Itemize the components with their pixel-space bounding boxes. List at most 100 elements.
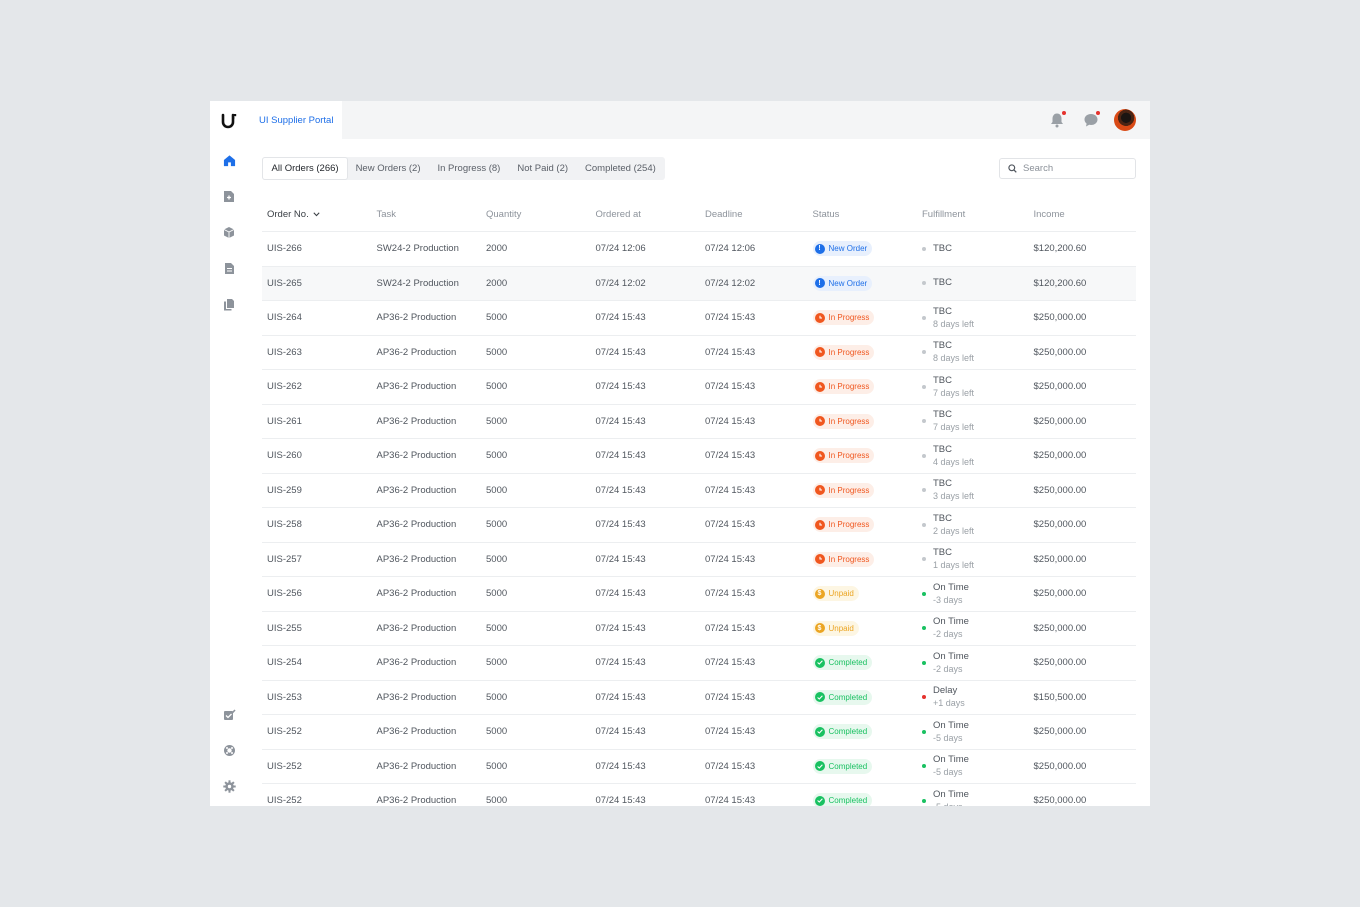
table-row[interactable]: UIS-259 AP36-2 Production 5000 07/24 15:43 0… (262, 474, 1136, 508)
quantity: 5000 (486, 415, 508, 427)
income: $250,000.00 (1033, 381, 1087, 393)
fulfillment-days: 1 days left (933, 560, 975, 571)
deadline: 07/24 15:43 (705, 553, 756, 565)
tab-not-paid[interactable]: Not Paid (2) (517, 163, 569, 174)
fulfillment-days: 3 days left (933, 491, 975, 502)
tab-new-orders[interactable]: New Orders (2) (355, 163, 421, 174)
orders-table: Order No. Task Quantity Ordered at Deadl… (262, 197, 1136, 806)
order-add-icon[interactable] (222, 189, 236, 203)
table-row[interactable]: UIS-264 AP36-2 Production 5000 07/24 15:43 0… (262, 301, 1136, 336)
quantity: 5000 (486, 657, 508, 669)
tab-in-progress[interactable]: In Progress (8) (437, 163, 501, 174)
status-cell: In Progress (810, 344, 920, 360)
table-row[interactable]: UIS-252 AP36-2 Production 5000 07/24 15:43 0… (262, 715, 1136, 750)
task-name: AP36-2 Production (376, 657, 457, 669)
notification-bell-icon[interactable] (1048, 111, 1066, 129)
status-badge: In Progress (812, 551, 875, 567)
quantity: 5000 (486, 519, 508, 531)
table-row[interactable]: UIS-255 AP36-2 Production 5000 07/24 15:43 0… (262, 612, 1136, 646)
table-row[interactable]: UIS-252 AP36-2 Production 5000 07/24 15:43 0… (262, 750, 1136, 784)
checklist-icon[interactable] (222, 707, 236, 721)
status-label: Unpaid (828, 623, 854, 633)
fulfillment-days: 2 days left (933, 525, 975, 536)
task-name: AP36-2 Production (376, 415, 457, 427)
table-row[interactable]: UIS-258 AP36-2 Production 5000 07/24 15:43 0… (262, 508, 1136, 543)
tab-completed[interactable]: Completed (254) (585, 163, 656, 174)
check-circle-icon (814, 692, 825, 703)
table-row[interactable]: UIS-265 SW24-2 Production 2000 07/24 12:02 0… (262, 266, 1136, 301)
table-row[interactable]: UIS-257 AP36-2 Production 5000 07/24 15:43 0… (262, 543, 1136, 577)
document-icon[interactable] (222, 261, 236, 275)
status-badge: In Progress (812, 482, 875, 498)
status-badge: Completed (812, 655, 873, 671)
order-number: UIS-263 (267, 346, 302, 358)
chat-icon[interactable] (1082, 111, 1100, 129)
ordered-at: 07/24 12:06 (595, 243, 646, 255)
clock-icon (814, 485, 825, 496)
table-row[interactable]: UIS-252 AP36-2 Production 5000 07/24 15:43 0… (262, 784, 1136, 806)
table-row[interactable]: UIS-266 SW24-2 Production 2000 07/24 12:06 0… (262, 232, 1136, 267)
status-label: Completed (828, 761, 868, 771)
fulfillment-label: On Time (933, 581, 969, 593)
status-cell: Completed (810, 758, 920, 774)
fulfillment-label: On Time (933, 650, 969, 662)
status-cell: $ Unpaid (810, 620, 920, 636)
task-name: SW24-2 Production (376, 277, 459, 289)
fulfillment-status-dot (922, 419, 926, 424)
ordered-at: 07/24 12:02 (595, 277, 646, 289)
quantity: 5000 (486, 691, 508, 703)
tab-supplier-portal[interactable]: UI Supplier Portal (248, 101, 342, 139)
gear-icon[interactable] (222, 779, 236, 793)
fulfillment-status-dot (922, 729, 926, 734)
income: $250,000.00 (1033, 519, 1087, 531)
status-label: Completed (828, 796, 868, 806)
fulfillment-days: -5 days (933, 801, 969, 806)
fulfillment-status-dot (922, 453, 926, 458)
table-row[interactable]: UIS-260 AP36-2 Production 5000 07/24 15:43 0… (262, 439, 1136, 474)
status-badge: ! New Order (812, 275, 873, 291)
status-cell: ! New Order (810, 275, 920, 291)
column-quantity: Quantity (486, 208, 522, 220)
clock-icon (814, 554, 825, 565)
logo-icon[interactable] (220, 112, 238, 130)
avatar[interactable] (1114, 109, 1136, 131)
deadline: 07/24 15:43 (705, 415, 756, 427)
home-icon[interactable] (222, 153, 236, 167)
task-name: AP36-2 Production (376, 622, 457, 634)
order-number: UIS-259 (267, 484, 302, 496)
fulfillment-cell: TBC 3 days left (919, 478, 1029, 502)
table-row[interactable]: UIS-263 AP36-2 Production 5000 07/24 15:43 0… (262, 336, 1136, 370)
search-box[interactable] (999, 158, 1136, 179)
lifebuoy-icon[interactable] (222, 743, 236, 757)
deadline: 07/24 15:43 (705, 312, 756, 324)
table-row[interactable]: UIS-256 AP36-2 Production 5000 07/24 15:43 0… (262, 577, 1136, 612)
status-label: In Progress (828, 485, 870, 495)
status-label: New Order (828, 244, 868, 254)
income: $150,500.00 (1033, 691, 1087, 703)
tab-all-orders[interactable]: All Orders (266) (263, 158, 348, 179)
ordered-at: 07/24 15:43 (595, 415, 646, 427)
ordered-at: 07/24 15:43 (595, 312, 646, 324)
task-name: AP36-2 Production (376, 588, 457, 600)
app-window: UI Supplier Portal All Orders (266) New … (210, 101, 1150, 806)
clock-icon (814, 416, 825, 427)
info-icon: ! (814, 243, 825, 254)
fulfillment-status-dot (922, 557, 926, 562)
table-row[interactable]: UIS-254 AP36-2 Production 5000 07/24 15:43 0… (262, 646, 1136, 681)
fulfillment-cell: On Time-5 days (919, 789, 1029, 806)
fulfillment-status-dot (922, 315, 926, 320)
clock-icon (814, 450, 825, 461)
table-row[interactable]: UIS-262 AP36-2 Production 5000 07/24 15:43 0… (262, 370, 1136, 405)
deadline: 07/24 15:43 (705, 484, 756, 496)
table-row[interactable]: UIS-261 AP36-2 Production 5000 07/24 15:43 0… (262, 405, 1136, 439)
check-circle-icon (814, 726, 825, 737)
column-income: Income (1033, 208, 1065, 220)
search-input[interactable] (1023, 163, 1123, 174)
files-icon[interactable] (222, 297, 236, 311)
fulfillment-status-dot (922, 488, 926, 493)
column-order-no[interactable]: Order No. (262, 209, 372, 220)
status-badge: ! New Order (812, 241, 873, 257)
table-row[interactable]: UIS-253 AP36-2 Production 5000 07/24 15:43 0… (262, 681, 1136, 715)
cube-icon[interactable] (222, 225, 236, 239)
check-circle-icon (814, 657, 825, 668)
